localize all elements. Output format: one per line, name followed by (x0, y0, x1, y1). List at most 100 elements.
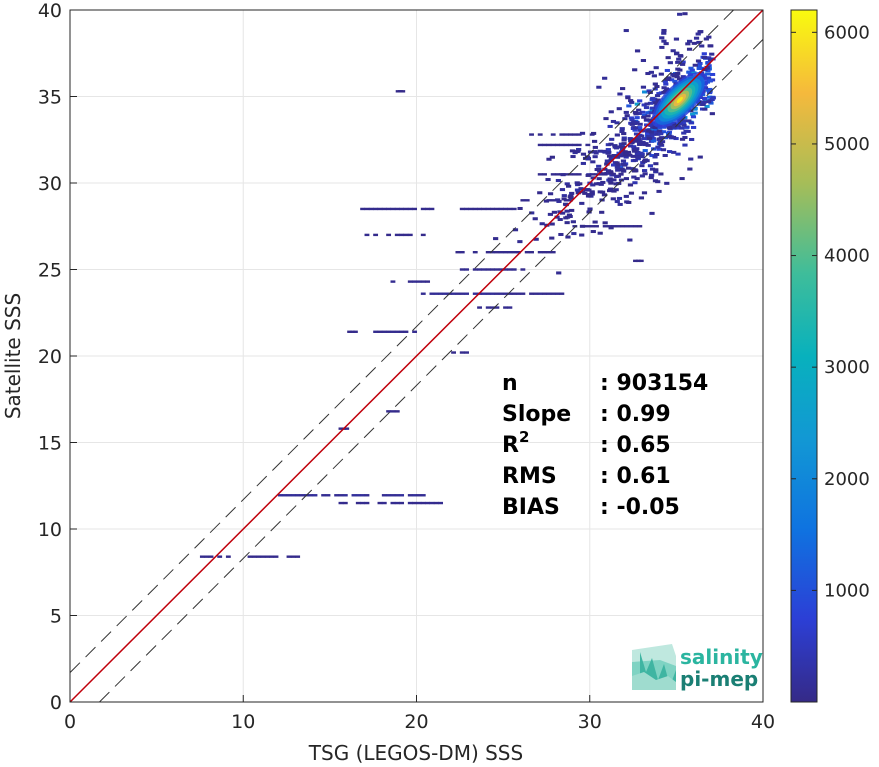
cloud-cell-0-119 (691, 71, 697, 75)
cloud-cell-3-37 (675, 152, 681, 156)
streak-cell-6-6 (407, 280, 413, 283)
cloud-cell-6-100 (554, 215, 560, 219)
colorbar-tick-label-3: 4000 (824, 246, 870, 267)
cloud-cell-5-68 (676, 57, 682, 61)
cloud-cell-1-22 (644, 123, 650, 127)
streak-cell-10-21 (542, 251, 547, 254)
streak-cell-8-7 (386, 207, 392, 211)
cloud-cell-3-12 (643, 106, 650, 110)
cloud-cell-6-64 (582, 191, 588, 195)
cloud-cell-1-113 (641, 113, 648, 117)
cloud-cell-0-131 (690, 112, 696, 116)
cloud-cell-6-63 (517, 206, 523, 210)
cloud-cell-6-23 (533, 237, 539, 241)
cloud-cell-5-94 (623, 29, 629, 33)
cloud-cell-5-128 (617, 92, 623, 96)
streak-cell-0-15 (481, 292, 487, 295)
streak-cell-12-17 (273, 555, 279, 558)
cloud-cell-4-3 (590, 176, 596, 180)
cloud-cell-6-24 (679, 177, 685, 181)
cloud-cell-0-33 (642, 90, 648, 94)
cloud-cell-6-42 (608, 226, 614, 230)
cloud-cell-6-43 (611, 154, 617, 158)
streak-cell-8-1 (360, 207, 366, 211)
cloud-cell-4-77 (648, 176, 654, 180)
cloud-cell-3-111 (636, 111, 642, 115)
cloud-cell-6-91 (577, 182, 583, 186)
streak-cell-16-12 (589, 173, 595, 176)
cloud-cell-6-121 (585, 173, 591, 177)
stat-value-2: : 0.65 (600, 433, 671, 458)
streak-cell-7-5 (386, 233, 392, 237)
cloud-cell-5-95 (654, 85, 660, 89)
cloud-cell-3-40 (633, 132, 640, 136)
streak-cell-10-2 (459, 251, 465, 254)
cloud-cell-5-64 (685, 42, 691, 46)
streak-cell-23-2 (638, 259, 644, 263)
streak-cell-19-0 (451, 351, 457, 354)
cloud-cell-3-38 (647, 164, 654, 168)
cloud-cell-3-112 (619, 129, 625, 133)
streak-cell-0-17 (490, 292, 495, 295)
cloud-cell-2-83 (709, 72, 716, 76)
cloud-cell-6-122 (557, 218, 563, 222)
cloud-cell-6-84 (598, 182, 604, 186)
streak-cell-9-12 (503, 207, 508, 211)
cloud-cell-2-13 (709, 98, 715, 102)
cloud-cell-6-31 (646, 129, 652, 133)
cloud-cell-4-74 (600, 180, 606, 184)
cloud-cell-4-12 (556, 199, 562, 203)
cloud-cell-5-57 (707, 58, 714, 62)
cloud-cell-4-56 (616, 196, 623, 200)
cloud-cell-3-62 (675, 124, 681, 128)
cloud-cell-4-66 (635, 155, 641, 159)
cloud-cell-5-107 (629, 100, 635, 104)
cloud-cell-6-79 (627, 238, 633, 242)
cloud-cell-5-130 (691, 41, 697, 45)
streak-cell-0-18 (494, 292, 500, 295)
cloud-cell-1-138 (629, 118, 635, 122)
cloud-cell-6-70 (567, 195, 573, 199)
y-tick-label-0: 0 (50, 692, 62, 714)
streak-cell-9-7 (481, 207, 487, 211)
streak-cell-7-2 (373, 233, 379, 237)
streak-cell-10-17 (524, 251, 530, 254)
streak-cell-18-2 (390, 410, 396, 413)
cloud-cell-6-15 (599, 210, 605, 214)
cloud-cell-6-27 (543, 199, 550, 203)
cloud-cell-5-39 (678, 54, 684, 58)
cloud-cell-3-73 (574, 188, 581, 192)
cloud-cell-6-105 (584, 188, 590, 192)
cloud-cell-2-27 (689, 68, 695, 72)
y-axis: 0 5 10 15 20 25 30 35 40 (38, 0, 77, 714)
x-tick-label-4: 40 (751, 711, 775, 733)
cloud-cell-5-55 (701, 55, 708, 59)
cloud-cell-6-61 (658, 136, 664, 140)
cloud-cell-4-63 (620, 145, 626, 149)
streak-cell-20-0 (347, 330, 353, 333)
cloud-cell-5-33 (676, 77, 683, 81)
logo-icon (632, 644, 676, 690)
cloud-cell-4-36 (592, 145, 598, 149)
x-axis-label: TSG (LEGOS-DM) SSS (308, 741, 523, 765)
streak-cell-12-21 (290, 555, 296, 558)
cloud-cell-4-120 (615, 168, 621, 172)
streak-cell-12-11 (247, 555, 253, 558)
streak-cell-2-18 (355, 494, 361, 497)
streak-cell-3-18 (416, 501, 422, 505)
x-tick-label-3: 30 (578, 711, 602, 733)
streak-cell-13-5 (550, 133, 556, 136)
cloud-cell-4-107 (622, 163, 628, 167)
cloud-cell-4-136 (617, 202, 623, 206)
stat-label-3: RMS (502, 464, 557, 489)
streak-cell-9-13 (507, 207, 513, 211)
cloud-cell-6-113 (590, 131, 597, 135)
cloud-cell-5-88 (686, 39, 693, 43)
logo-line2: pi-mep (680, 667, 758, 691)
streak-cell-8-2 (364, 207, 370, 211)
cloud-cell-4-115 (607, 179, 613, 183)
streak-cell-16-0 (537, 173, 543, 176)
cloud-cell-4-26 (617, 152, 624, 156)
